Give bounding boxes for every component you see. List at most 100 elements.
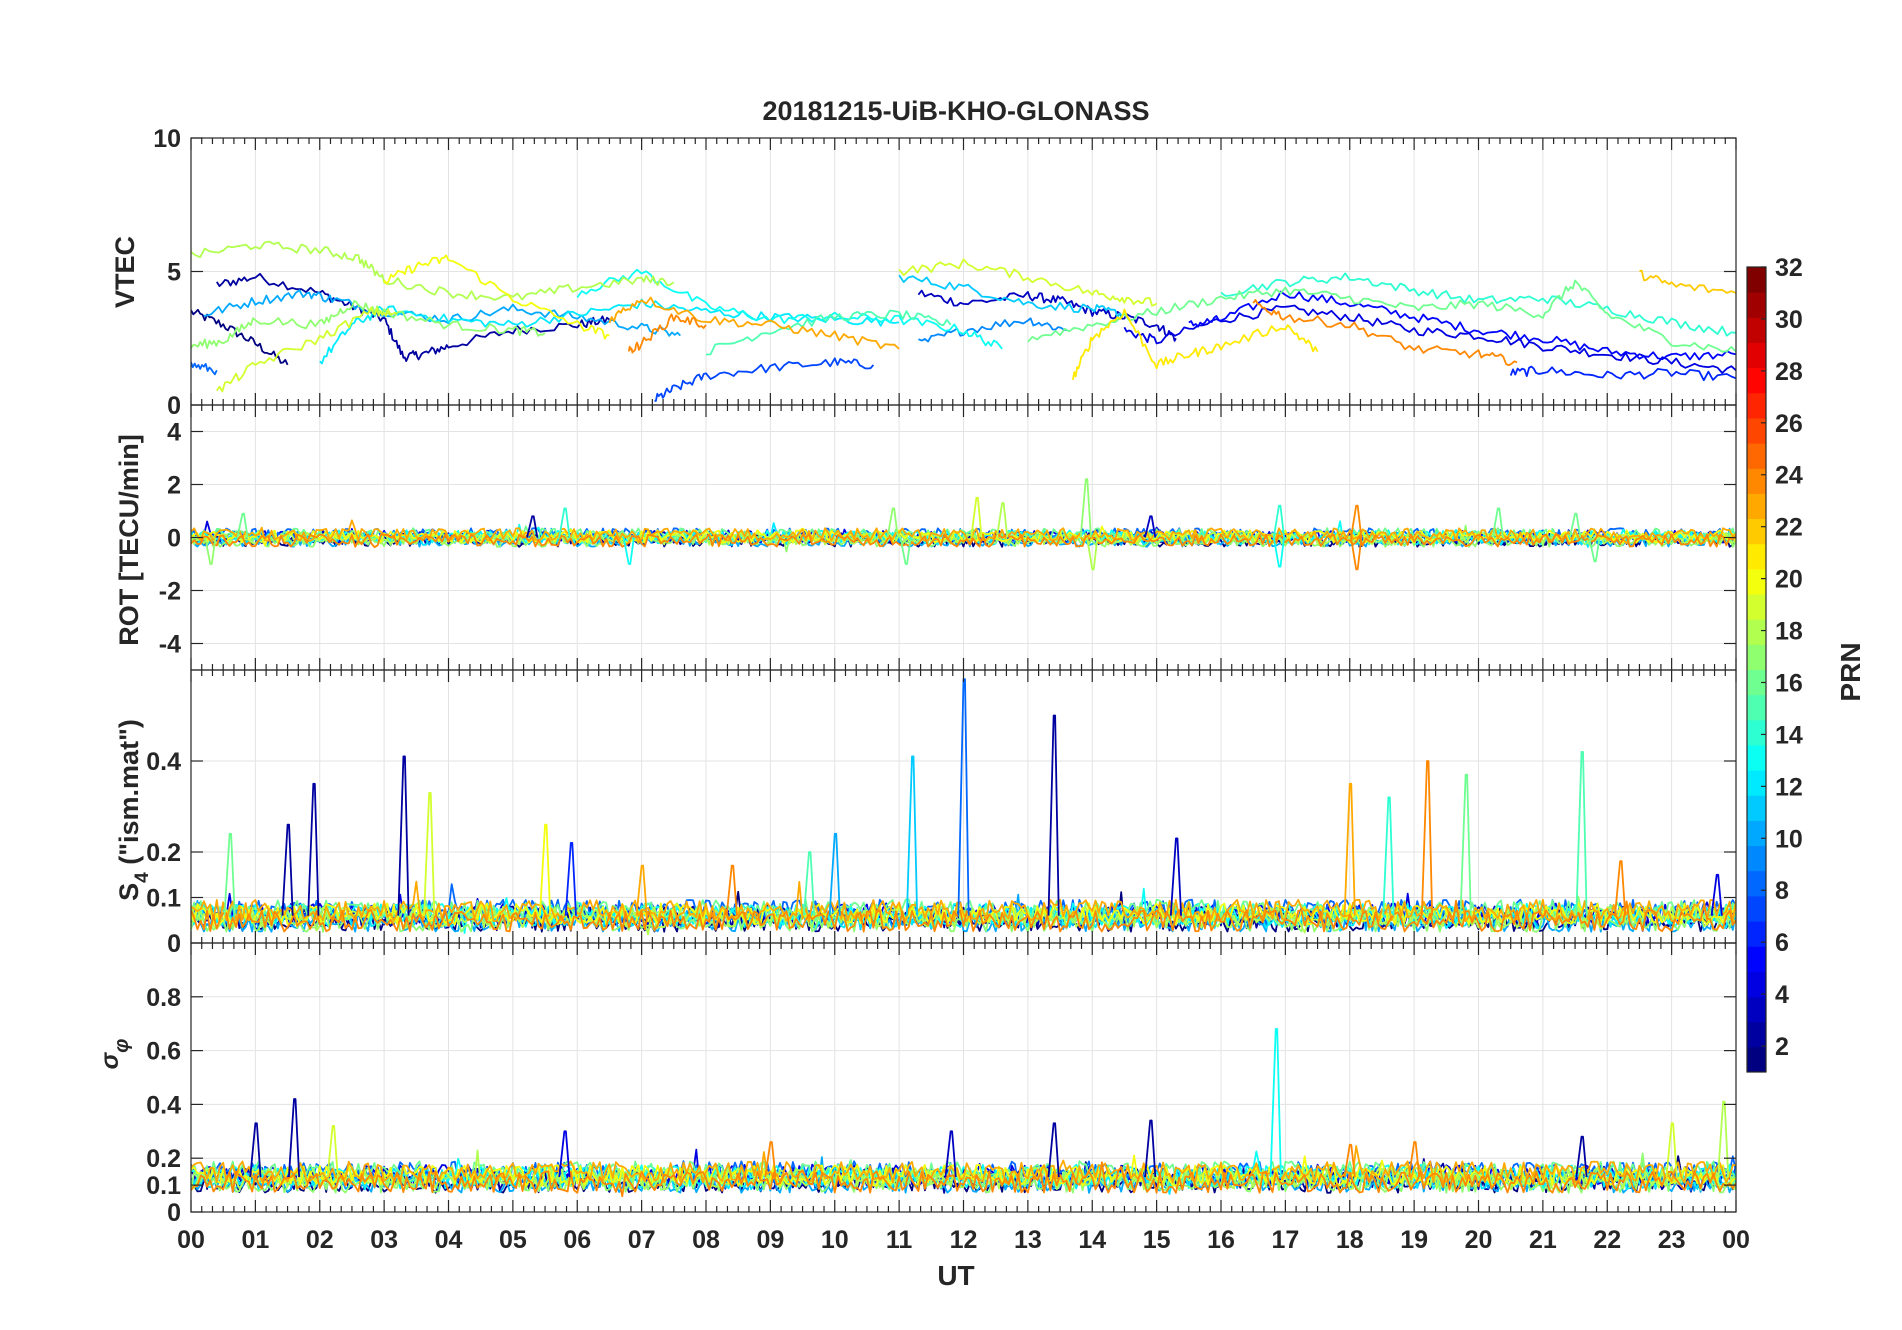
s4-spike-prn-24: [725, 864, 738, 916]
s4-y-tick-label: 0.2: [146, 839, 181, 867]
x-tick-label: 17: [1271, 1226, 1299, 1254]
s4-spike-prn-6: [564, 842, 577, 916]
sigma_phi-noise-prn-18: [191, 1149, 1736, 1191]
vtec-series-group: [191, 240, 1736, 402]
rot-y-tick-label: -4: [159, 631, 181, 659]
s4-spike-prn-15: [1575, 751, 1588, 916]
s4-y-label: S4 ("ism.mat"): [114, 719, 153, 901]
colorbar-tick-label: 22: [1775, 514, 1803, 542]
colorbar-tick-label: 14: [1775, 721, 1803, 749]
sigma_phi-spike-prn-3: [944, 1130, 957, 1178]
colorbar-segment: [1747, 317, 1766, 343]
rot-y-tick-label: 4: [167, 419, 181, 447]
rot-spike-prn-18: [1086, 537, 1099, 571]
colorbar-segment: [1747, 870, 1766, 897]
colorbar-tick-label: 12: [1775, 773, 1803, 801]
vtec-panel: 0 5 10: [153, 125, 1737, 420]
x-tick-label: 21: [1529, 1226, 1557, 1254]
vtec-series-prn-12: [319, 298, 900, 365]
colorbar-tick-label: 26: [1775, 410, 1803, 438]
vtec-series-prn-13: [576, 268, 1003, 350]
colorbar-segment: [1747, 518, 1766, 545]
x-tick-label: 20: [1465, 1226, 1493, 1254]
x-tick-label: 13: [1014, 1226, 1042, 1254]
vtec-y-tick-label: 0: [167, 392, 181, 420]
vtec-series-prn-21: [1072, 308, 1319, 381]
rot-spike-prn-16: [1491, 507, 1504, 538]
x-tick-label: 07: [628, 1226, 656, 1254]
vtec-series-prn-18: [191, 240, 675, 301]
colorbar-segment: [1747, 568, 1766, 595]
x-tick-label: 04: [435, 1226, 463, 1254]
rot-y-tick-label: -2: [159, 578, 181, 606]
s4-panel: 0 0.1 0.2 0.4: [146, 669, 1737, 958]
colorbar-tick-label: 16: [1775, 669, 1803, 697]
colorbar-tick-label: 2: [1775, 1033, 1789, 1061]
rot-spike-prn-16: [1588, 537, 1601, 563]
s4-noise-prn-24: [191, 899, 1736, 933]
rot-y-tick-label: 0: [167, 525, 181, 553]
sigma_phi-spike-prn-2: [287, 1098, 301, 1178]
s4-spike-prn-19: [423, 791, 436, 916]
rot-spike-prn-24: [1350, 537, 1363, 571]
rot-noise-prn-24: [191, 533, 1736, 549]
colorbar-segment: [1747, 694, 1766, 721]
s4-spike-prn-23: [1343, 782, 1356, 916]
rot-spike-prn-3: [1144, 515, 1157, 538]
colorbar-tick-label: 32: [1775, 254, 1803, 282]
colorbar-segment: [1747, 543, 1766, 570]
vtec-series-prn-17: [191, 299, 546, 350]
rot-spike-prn-16: [899, 537, 912, 565]
sigma_phi-y-tick-label: 0.8: [146, 984, 181, 1012]
sigma_phi-spike-prn-4: [558, 1130, 571, 1178]
s4-spike-prn-24: [1420, 760, 1434, 916]
colorbar-segment: [1747, 267, 1766, 293]
sigma_phi-noise-prn-24: [191, 1161, 1736, 1198]
s4-spike-prn-2: [307, 782, 320, 916]
rot-spike-prn-13: [1272, 537, 1285, 568]
vtec-series-prn-5: [1188, 290, 1736, 361]
colorbar-label: PRN: [1835, 642, 1866, 701]
x-tick-label: 03: [370, 1226, 398, 1254]
x-tick-label: 16: [1207, 1226, 1235, 1254]
sigma_phi-spike-prn-24: [1408, 1141, 1421, 1178]
colorbar-segment: [1747, 669, 1766, 696]
s4-spike-prn-2: [1047, 714, 1060, 916]
colorbar-segment: [1747, 367, 1766, 394]
colorbar-segment: [1747, 971, 1766, 998]
vtec-series-prn-11: [898, 274, 1125, 319]
colorbar-segment: [1747, 946, 1766, 972]
x-tick-label: 19: [1400, 1226, 1428, 1254]
vtec-series-prn-16: [1027, 279, 1736, 353]
s4-y-tick-label: 0: [167, 930, 181, 958]
rot-spike-prn-17: [204, 537, 217, 565]
vtec-y-tick-label: 5: [167, 259, 181, 287]
sigma_phi-spike-prn-13: [1269, 1028, 1282, 1178]
colorbar-segment: [1747, 770, 1766, 796]
s4-spike-prn-15: [802, 851, 816, 916]
colorbar-segment: [1747, 744, 1766, 771]
rot-y-tick-label: 2: [167, 472, 181, 500]
colorbar-tick-label: 8: [1775, 877, 1789, 905]
colorbar-segment: [1747, 895, 1766, 922]
rot-spike-prn-18: [996, 502, 1009, 538]
rot-spike-prn-17: [1079, 478, 1092, 538]
x-tick-label: 00: [177, 1226, 205, 1254]
rot-spike-prn-16: [1569, 512, 1582, 538]
sigma_phi-series-group: [191, 1028, 1736, 1198]
s4-y-tick-label: 0.1: [146, 885, 181, 913]
x-tick-label: 05: [499, 1226, 527, 1254]
x-tick-label: 09: [756, 1226, 784, 1254]
sigma_phi-y-tick-label: 0.1: [146, 1172, 181, 1200]
colorbar-segment: [1747, 820, 1766, 847]
s4-series-group: [191, 678, 1736, 936]
s4-spike-prn-2: [397, 755, 410, 916]
rot-spike-prn-14: [558, 507, 571, 538]
vtec-series-prn-8: [191, 361, 218, 376]
colorbar-segment: [1747, 468, 1766, 494]
vtec-series-prn-24: [627, 313, 707, 354]
sigma_phi-spike-prn-19: [1665, 1122, 1678, 1178]
colorbar-segment: [1747, 342, 1766, 369]
rot-spike-prn-17: [886, 507, 899, 538]
